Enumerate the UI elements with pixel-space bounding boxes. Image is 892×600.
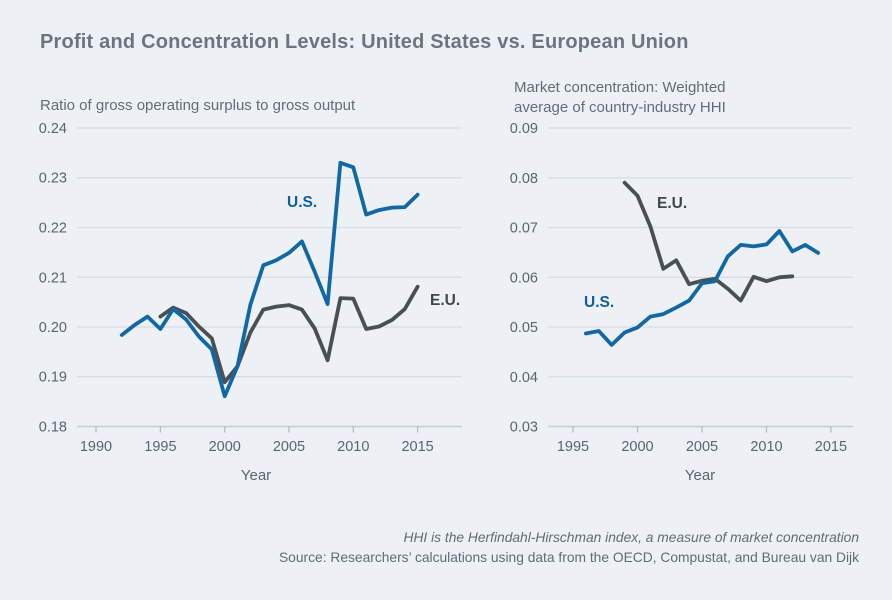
y-tick-label: 0.23 [39, 171, 67, 187]
left-chart-subtitle: Ratio of gross operating surplus to gros… [40, 96, 460, 116]
y-tick-label: 0.03 [510, 420, 538, 436]
right-chart-subtitle-line2: average of country-industry HHI [514, 99, 726, 116]
y-tick-label: 0.19 [39, 370, 67, 386]
y-tick-label: 0.22 [39, 221, 67, 237]
y-tick-label: 0.20 [39, 320, 67, 336]
y-tick-label: 0.04 [510, 370, 538, 386]
series-line-eu [622, 180, 795, 303]
x-tick-label: 2005 [273, 439, 305, 455]
x-tick-label: 1990 [80, 439, 112, 455]
right-chart-subtitle-line1: Market concentration: Weighted [514, 79, 726, 96]
x-tick-label: 2010 [337, 439, 369, 455]
x-tick-label: 2005 [686, 439, 718, 455]
right-chart-x-axis-title: Year [684, 467, 716, 484]
y-tick-label: 0.06 [510, 270, 538, 286]
figure-title: Profit and Concentration Levels: United … [40, 31, 689, 53]
y-tick-label: 0.21 [39, 270, 67, 286]
series-line-us [119, 160, 420, 399]
left-chart-us-label: U.S. [287, 194, 318, 211]
left-chart-x-axis-title: Year [240, 467, 272, 484]
y-tick-label: 0.24 [39, 121, 67, 137]
footer-note: HHI is the Herfindahl-Hirschman index, a… [403, 530, 860, 545]
y-tick-label: 0.09 [510, 121, 538, 137]
x-tick-label: 2010 [750, 439, 782, 455]
y-tick-label: 0.07 [510, 221, 538, 237]
series-line-eu [158, 284, 420, 385]
x-tick-label: 1995 [557, 439, 589, 455]
x-tick-label: 1995 [144, 439, 176, 455]
y-tick-label: 0.05 [510, 320, 538, 336]
right-chart-subtitle: Market concentration: Weighted average o… [514, 78, 726, 118]
y-tick-label: 0.18 [39, 420, 67, 436]
right-chart-us-label: U.S. [584, 294, 615, 311]
footer-source: Source: Researchers’ calculations using … [278, 549, 859, 565]
left-chart-eu-label: E.U. [430, 292, 461, 309]
figure-footer: HHI is the Herfindahl-Hirschman index, a… [279, 528, 859, 567]
x-tick-label: 2015 [815, 439, 847, 455]
x-tick-label: 2000 [621, 439, 653, 455]
series-line-us [584, 229, 820, 347]
x-tick-label: 2015 [401, 439, 433, 455]
left-chart-subtitle-text: Ratio of gross operating surplus to gros… [40, 97, 356, 114]
right-chart-eu-label: E.U. [657, 195, 688, 212]
y-tick-label: 0.08 [510, 171, 538, 187]
x-tick-label: 2000 [209, 439, 241, 455]
